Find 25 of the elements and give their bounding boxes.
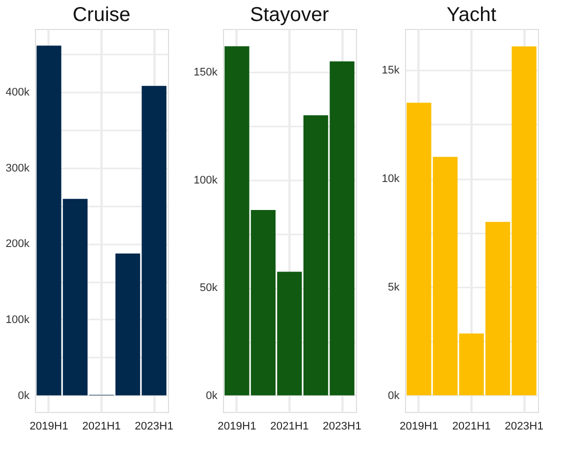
x-tick-label: 2021H1 <box>452 420 491 432</box>
x-tick-label: 2021H1 <box>270 420 309 432</box>
y-tick-label: 0k <box>18 390 30 402</box>
y-tick-label: 150k <box>194 66 218 79</box>
x-tick-label: 2023H1 <box>504 420 544 432</box>
x-tick-label: 2019H1 <box>400 420 438 432</box>
y-tick-label: 15k <box>382 64 400 77</box>
y-tick-label: 100k <box>6 314 30 326</box>
x-tick-label: 2019H1 <box>218 420 256 432</box>
x-tick-label: 2021H1 <box>82 420 121 432</box>
x-tick-label: 2023H1 <box>322 420 362 432</box>
y-tick-label: 0k <box>388 390 400 402</box>
chart-title: Stayover <box>250 4 330 26</box>
chart-title: Yacht <box>446 4 497 26</box>
chart-title: Cruise <box>72 4 130 26</box>
y-tick-label: 50k <box>200 282 218 294</box>
y-tick-label: 0k <box>206 390 218 402</box>
y-tick-label: 10k <box>382 173 400 186</box>
x-tick-label: 2023H1 <box>134 420 174 432</box>
x-tick-label: 2019H1 <box>30 420 68 432</box>
y-tick-label: 200k <box>6 238 30 250</box>
y-tick-label: 100k <box>194 174 218 186</box>
y-tick-label: 5k <box>388 281 400 294</box>
y-tick-label: 400k <box>6 86 30 98</box>
y-tick-label: 300k <box>6 162 30 174</box>
